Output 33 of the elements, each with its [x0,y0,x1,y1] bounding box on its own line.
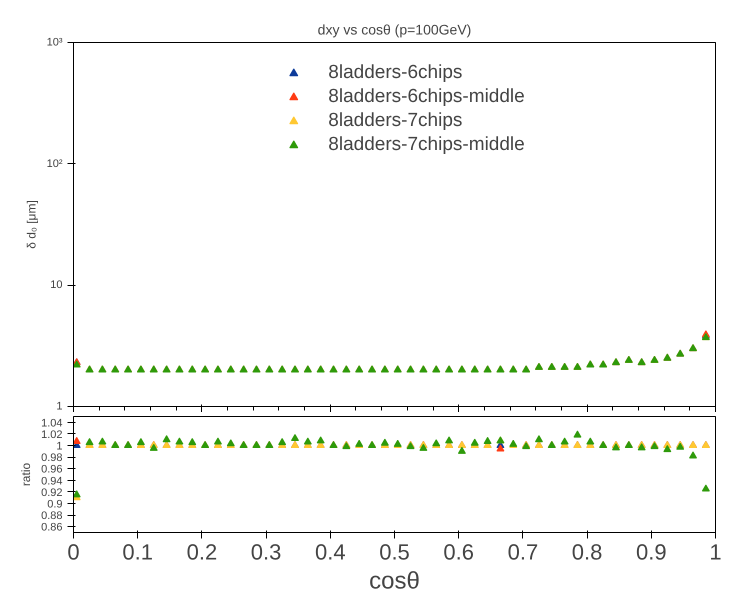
y-tick-label: 10³ [46,36,63,48]
x-tick-label: 0.3 [250,540,282,564]
x-axis-title: cosθ [369,568,420,594]
y-tick-label: 1 [56,400,63,412]
x-tick-label: 0.9 [636,540,667,564]
x-tick-label: 0.7 [508,540,538,564]
x-tick-label: 0.4 [315,540,346,564]
x-tick-label: 1 [709,540,722,564]
y-tick-label: 1.04 [41,417,63,430]
y-tick-label: 0.88 [41,510,63,522]
x-tick-label: 0.5 [379,540,410,564]
y-tick-label: 0.94 [41,475,63,488]
x-tick-label: 0.6 [443,540,474,564]
x-tick-label: 0 [67,540,80,564]
legend-label: 8ladders-7chips [328,110,462,132]
y-tick-label: 10² [46,158,63,170]
legend-label: 8ladders-6chips-middle [328,86,525,108]
legend-label: 8ladders-7chips-middle [328,134,525,156]
y-tick-label: 0.9 [47,498,63,510]
y-axis-title: ratio [19,462,34,486]
y-tick-label: 10 [50,279,63,292]
y-tick-label: 0.98 [41,452,63,464]
x-tick-label: 0.1 [122,540,153,564]
x-tick-label: 0.8 [572,540,602,564]
y-tick-label: 0.96 [41,464,63,476]
y-axis-title: δ d₀ [μm] [24,200,39,249]
chart-title: dxy vs cosθ (p=100GeV) [318,22,472,38]
x-tick-label: 0.2 [186,540,218,564]
y-tick-label: 0.86 [41,522,63,534]
y-tick-label: 1.02 [41,428,63,441]
y-tick-label: 0.92 [41,486,63,499]
y-tick-label: 1 [56,440,63,452]
legend-label: 8ladders-6chips [328,62,462,84]
